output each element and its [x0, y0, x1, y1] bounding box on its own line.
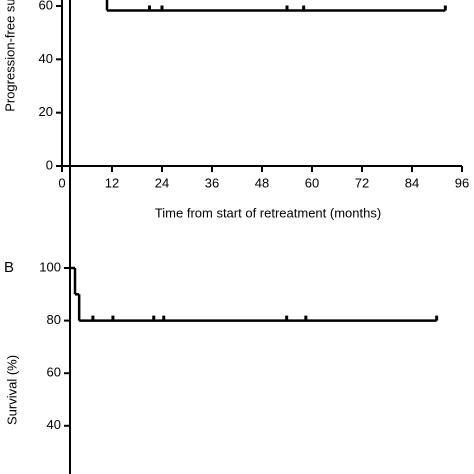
- y-tick-label: 40: [39, 51, 53, 66]
- y-axis-label: Survival (%): [4, 355, 19, 425]
- y-tick-label: 100: [39, 259, 61, 274]
- x-tick-label: 84: [405, 175, 419, 190]
- x-tick-label: 24: [155, 175, 169, 190]
- x-tick-label: 36: [205, 175, 219, 190]
- y-axis-label: Progression-free survival (%): [2, 0, 17, 112]
- y-tick-label: 60: [47, 365, 61, 380]
- x-tick-label: 0: [58, 175, 65, 190]
- y-tick-label: 80: [47, 312, 61, 327]
- y-tick-label: 60: [39, 0, 53, 12]
- x-tick-label: 12: [105, 175, 119, 190]
- y-tick-label: 0: [46, 157, 53, 172]
- y-tick-label: 40: [47, 417, 61, 432]
- x-tick-label: 72: [355, 175, 369, 190]
- panel-label: B: [4, 259, 14, 276]
- x-tick-label: 48: [255, 175, 269, 190]
- x-tick-label: 96: [455, 175, 469, 190]
- x-axis-label: Time from start of retreatment (months): [155, 205, 381, 220]
- y-tick-label: 20: [39, 104, 53, 119]
- x-tick-label: 60: [305, 175, 319, 190]
